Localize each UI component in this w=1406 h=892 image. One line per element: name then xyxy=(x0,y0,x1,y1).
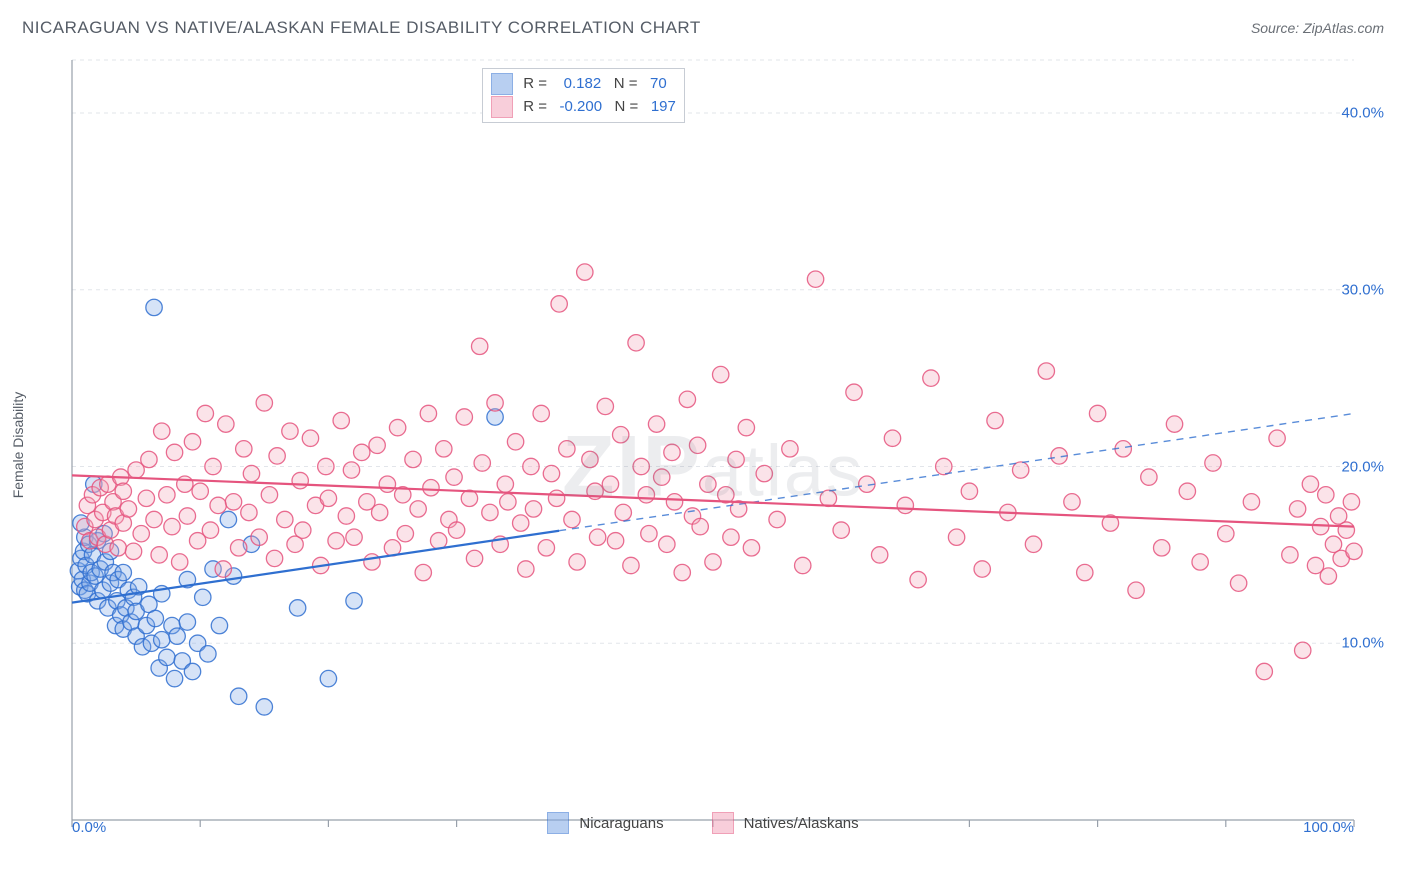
chart-title: NICARAGUAN VS NATIVE/ALASKAN FEMALE DISA… xyxy=(22,18,701,38)
legend-item: Natives/Alaskans xyxy=(712,812,859,834)
series-legend: Nicaraguans Natives/Alaskans xyxy=(22,812,1384,834)
plot-area: Female Disability 10.0%20.0%30.0%40.0% 0… xyxy=(22,52,1384,838)
y-axis-label: Female Disability xyxy=(10,392,26,499)
stats-legend-row: R = -0.200 N = 197 xyxy=(491,96,676,119)
legend-label: Nicaraguans xyxy=(579,815,663,832)
scatter-chart-svg xyxy=(22,52,1384,838)
legend-swatch xyxy=(547,812,569,834)
stats-legend-box: R = 0.182 N = 70R = -0.200 N = 197 xyxy=(482,68,685,123)
source-attribution: Source: ZipAtlas.com xyxy=(1251,20,1384,36)
legend-swatch xyxy=(491,73,513,95)
legend-swatch xyxy=(712,812,734,834)
legend-swatch xyxy=(491,96,513,118)
y-tick-label: 20.0% xyxy=(1341,458,1384,475)
y-tick-label: 10.0% xyxy=(1341,635,1384,652)
legend-item: Nicaraguans xyxy=(547,812,663,834)
legend-label: Natives/Alaskans xyxy=(744,815,859,832)
chart-header: NICARAGUAN VS NATIVE/ALASKAN FEMALE DISA… xyxy=(22,18,1384,38)
y-tick-label: 30.0% xyxy=(1341,281,1384,298)
y-tick-label: 40.0% xyxy=(1341,105,1384,122)
stats-legend-row: R = 0.182 N = 70 xyxy=(491,73,676,96)
